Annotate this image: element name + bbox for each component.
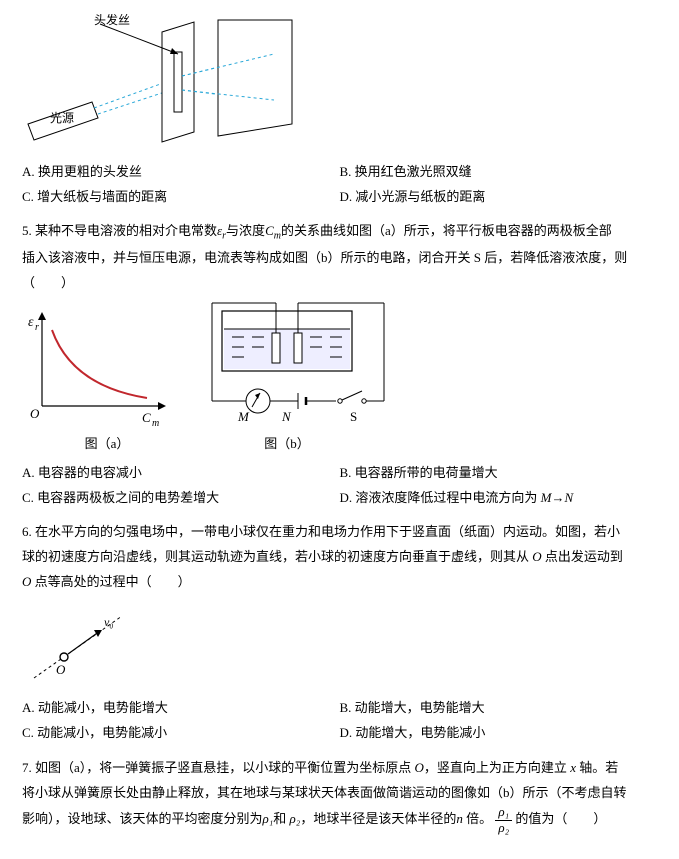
q6-l3O: O xyxy=(22,574,31,589)
q7-stem: 7. 如图（a），将一弹簧振子竖直悬挂，以小球的平衡位置为坐标原点 O，竖直向上… xyxy=(22,756,657,835)
svg-text:m: m xyxy=(152,418,159,426)
q6-option-b: B. 动能增大，电势能增大 xyxy=(340,696,658,721)
q5-option-b: B. 电容器所带的电荷量增大 xyxy=(340,461,658,486)
q6-options: A. 动能减小，电势能增大 B. 动能增大，电势能增大 C. 动能减小，电势能减… xyxy=(22,696,657,745)
cap-b: 图（b） xyxy=(192,432,382,457)
fig-a-ylabel: ε xyxy=(28,315,34,330)
q6-l3b: 点等高处的过程中（ ） xyxy=(31,574,190,589)
q6-option-d: D. 动能增大，电势能减小 xyxy=(340,721,658,746)
q7-l3c: ，地球半径是该天体半径的 xyxy=(300,811,456,826)
q7-fraction: ρ₁ ρ₂ xyxy=(495,805,512,835)
fig-a-origin: O xyxy=(30,406,40,421)
svg-text:r: r xyxy=(35,322,39,333)
q7-l1a: 7. 如图（a），将一弹簧振子竖直悬挂，以小球的平衡位置为坐标原点 xyxy=(22,760,415,775)
q4-options: A. 换用更粗的头发丝 B. 换用红色激光照双缝 C. 增大纸板与墙面的距离 D… xyxy=(22,160,657,209)
q6-l2b: 点出发运动到 xyxy=(542,549,623,564)
q7-l2: 将小球从弹簧原长处由静止释放，其在地球与某球状天体表面做简谐运动的图像如（b）所… xyxy=(22,781,657,806)
light-source-label: 光源 xyxy=(50,111,74,125)
q5-captions: 图（a） 图（b） xyxy=(22,432,657,457)
q5-c: C xyxy=(265,223,274,238)
q4-option-d: D. 减小光源与纸板的距离 xyxy=(340,185,658,210)
q5-option-a: A. 电容器的电容减小 xyxy=(22,461,340,486)
q6-l2a: 球的初速度方向沿虚线，则其运动轨迹为直线，若小球的初速度方向垂直于虚线，则其从 xyxy=(22,549,532,564)
q6-figure: O v₀ xyxy=(22,600,657,690)
q7-l1O: O xyxy=(415,760,424,775)
cap-a: 图（a） xyxy=(22,432,192,457)
q5-option-c: C. 电容器两极板之间的电势差增大 xyxy=(22,486,340,511)
q5-t4: 插入该溶液中，并与恒压电源，电流表等构成如图（b）所示的电路，闭合开关 S 后，… xyxy=(22,246,657,271)
q5-options: A. 电容器的电容减小 B. 电容器所带的电荷量增大 C. 电容器两极板之间的电… xyxy=(22,461,657,510)
q5-t2: 与浓度 xyxy=(226,223,265,238)
q6-option-a: A. 动能减小，电势能增大 xyxy=(22,696,340,721)
q7-l3a: 影响），设地球、该天体的平均密度分别为 xyxy=(22,811,263,826)
q5-option-d: D. 溶液浓度降低过程中电流方向为 M→N xyxy=(340,486,658,511)
q4-option-a: A. 换用更粗的头发丝 xyxy=(22,160,340,185)
fig-b-S: S xyxy=(350,409,357,424)
q5-c-sub: m xyxy=(274,231,281,242)
q5-figure-a: ε r O C m xyxy=(22,306,172,426)
q7-l3b: 和 xyxy=(273,811,289,826)
q7-rho1: ρ₁ xyxy=(263,811,274,826)
q6-l2O: O xyxy=(532,549,541,564)
svg-text:C: C xyxy=(142,410,151,425)
q5-t3: 的关系曲线如图（a）所示，将平行板电容器的两极板全部 xyxy=(281,223,612,238)
q4-option-b: B. 换用红色激光照双缝 xyxy=(340,160,658,185)
q4-figure: 光源 头发丝 xyxy=(22,14,657,154)
fig-b-N: N xyxy=(281,409,292,424)
q7-l1b: ，竖直向上为正方向建立 xyxy=(424,760,570,775)
q5-t5: （ ） xyxy=(22,271,657,296)
hair-label: 头发丝 xyxy=(94,14,130,27)
q6-option-c: C. 动能减小，电势能减小 xyxy=(22,721,340,746)
q7-l3e: 的值为（ ） xyxy=(515,811,606,826)
fig-b-M: M xyxy=(237,409,250,424)
q7-l1c: 轴。若 xyxy=(576,760,618,775)
q5-figure-b: M N S xyxy=(202,301,392,426)
q5-stem: 5. 某种不导电溶液的相对介电常数εr与浓度Cm的关系曲线如图（a）所示，将平行… xyxy=(22,219,657,295)
q4-diagram-svg: 光源 头发丝 xyxy=(22,14,302,154)
q6-fig-O: O xyxy=(56,662,66,677)
q6-l1: 6. 在水平方向的匀强电场中，一带电小球仅在重力和电场力作用下于竖直面（纸面）内… xyxy=(22,520,657,545)
q5-t1: 5. 某种不导电溶液的相对介电常数 xyxy=(22,223,217,238)
q4-option-c: C. 增大纸板与墙面的距离 xyxy=(22,185,340,210)
q7-rho2: ρ₂ xyxy=(290,811,301,826)
q6-stem: 6. 在水平方向的匀强电场中，一带电小球仅在重力和电场力作用下于竖直面（纸面）内… xyxy=(22,520,657,594)
q7-l3d: 倍。 xyxy=(463,811,492,826)
q5-figures: ε r O C m xyxy=(22,301,657,426)
q6-fig-v: v₀ xyxy=(104,615,114,629)
